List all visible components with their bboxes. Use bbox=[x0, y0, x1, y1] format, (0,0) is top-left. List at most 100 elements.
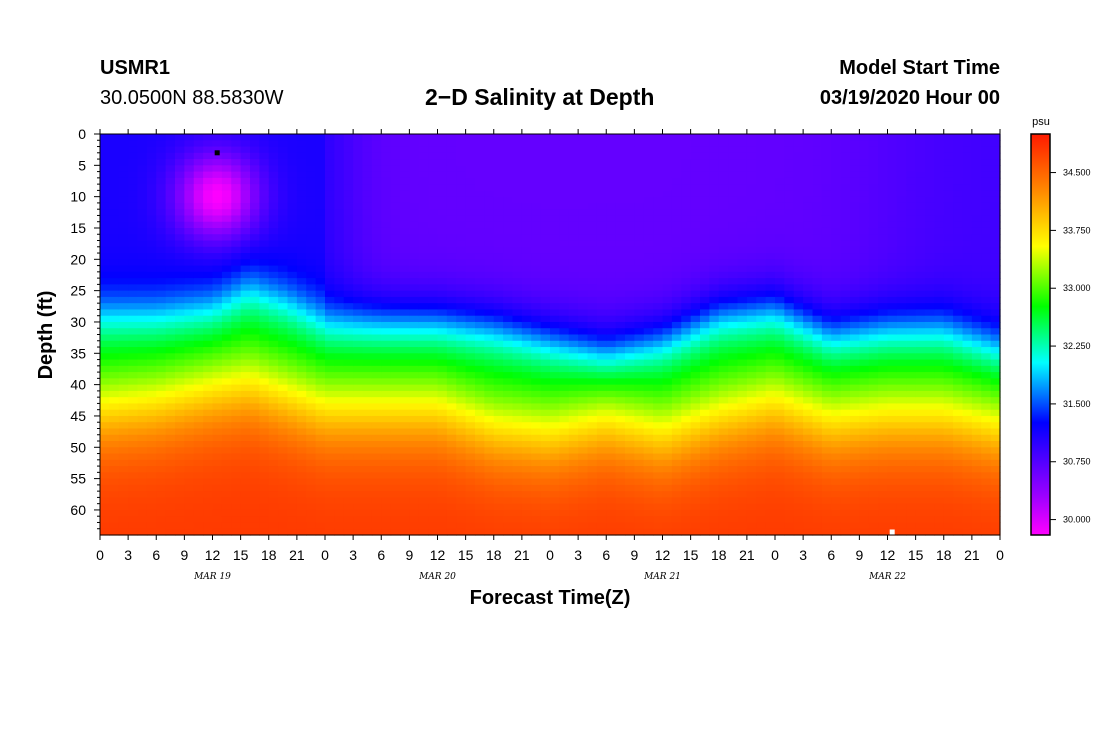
heatmap-cell bbox=[634, 215, 645, 223]
heatmap-cell bbox=[325, 441, 335, 448]
heatmap-cell bbox=[175, 453, 185, 461]
heatmap-cell bbox=[278, 397, 289, 405]
heatmap-cell bbox=[446, 509, 457, 517]
heatmap-cell bbox=[737, 334, 748, 342]
heatmap-cell bbox=[409, 484, 420, 492]
heatmap-cell bbox=[643, 390, 654, 398]
heatmap-cell bbox=[353, 134, 364, 141]
heatmap-cell bbox=[812, 240, 823, 248]
heatmap-cell bbox=[690, 184, 701, 191]
heatmap-cell bbox=[662, 428, 673, 436]
heatmap-cell bbox=[559, 309, 570, 317]
heatmap-cell bbox=[587, 290, 598, 298]
heatmap-cell bbox=[203, 447, 214, 455]
heatmap-cell bbox=[390, 428, 401, 436]
heatmap-cell bbox=[268, 246, 279, 254]
heatmap-cell bbox=[756, 491, 767, 499]
heatmap-cell bbox=[596, 340, 607, 348]
heatmap-cell bbox=[812, 509, 823, 517]
heatmap-cell bbox=[765, 409, 776, 417]
heatmap-cell bbox=[615, 303, 626, 311]
heatmap-cell bbox=[578, 190, 589, 198]
heatmap-cell bbox=[690, 491, 701, 499]
heatmap-cell bbox=[446, 190, 457, 198]
heatmap-cell bbox=[803, 284, 814, 292]
heatmap-cell bbox=[203, 290, 214, 298]
heatmap-cell bbox=[465, 372, 476, 379]
heatmap-cell bbox=[456, 441, 467, 448]
heatmap-cell bbox=[165, 472, 176, 480]
heatmap-cell bbox=[559, 184, 570, 191]
heatmap-cell bbox=[400, 196, 410, 204]
heatmap-cell bbox=[353, 140, 364, 148]
heatmap-cell bbox=[793, 309, 804, 317]
heatmap-cell bbox=[343, 309, 354, 317]
heatmap-cell bbox=[400, 491, 410, 499]
heatmap-cell bbox=[456, 227, 467, 235]
heatmap-cell bbox=[531, 303, 542, 311]
heatmap-cell bbox=[531, 491, 542, 499]
heatmap-cell bbox=[343, 509, 354, 517]
heatmap-cell bbox=[418, 253, 429, 260]
heatmap-cell bbox=[362, 309, 373, 317]
heatmap-cell bbox=[409, 472, 420, 480]
heatmap-cell bbox=[212, 334, 223, 342]
heatmap-cell bbox=[512, 347, 523, 354]
heatmap-cell bbox=[728, 340, 739, 348]
heatmap-cell bbox=[765, 447, 776, 455]
heatmap-cell bbox=[625, 347, 635, 354]
heatmap-cell bbox=[540, 196, 551, 204]
heatmap-cell bbox=[700, 397, 710, 405]
heatmap-cell bbox=[521, 246, 532, 254]
heatmap-cell bbox=[203, 484, 214, 492]
heatmap-cell bbox=[390, 334, 401, 342]
heatmap-cell bbox=[325, 234, 335, 242]
heatmap-cell bbox=[812, 340, 823, 348]
heatmap-cell bbox=[681, 409, 692, 417]
heatmap-cell bbox=[521, 253, 532, 260]
heatmap-cell bbox=[821, 284, 832, 292]
heatmap-cell bbox=[418, 484, 429, 492]
heatmap-cell bbox=[278, 315, 289, 323]
heatmap-cell bbox=[156, 296, 167, 304]
heatmap-cell bbox=[606, 234, 617, 242]
heatmap-cell bbox=[484, 497, 495, 505]
heatmap-cell bbox=[596, 315, 607, 323]
heatmap-cell bbox=[334, 372, 345, 379]
heatmap-cell bbox=[531, 328, 542, 336]
heatmap-cell bbox=[550, 528, 560, 536]
heatmap-cell bbox=[662, 522, 673, 530]
heatmap-cell bbox=[428, 271, 439, 279]
heatmap-cell bbox=[278, 265, 289, 273]
heatmap-cell bbox=[475, 196, 485, 204]
heatmap-cell bbox=[118, 271, 129, 279]
heatmap-cell bbox=[240, 466, 251, 473]
heatmap-cell bbox=[653, 472, 664, 480]
heatmap-cell bbox=[156, 528, 167, 536]
heatmap-cell bbox=[165, 441, 176, 448]
heatmap-cell bbox=[475, 497, 485, 505]
heatmap-cell bbox=[728, 253, 739, 260]
heatmap-cell bbox=[325, 196, 335, 204]
heatmap-cell bbox=[390, 372, 401, 379]
heatmap-cell bbox=[681, 491, 692, 499]
heatmap-cell bbox=[531, 509, 542, 517]
heatmap-cell bbox=[418, 403, 429, 411]
heatmap-cell bbox=[315, 184, 326, 191]
heatmap-cell bbox=[718, 397, 729, 405]
heatmap-cell bbox=[765, 459, 776, 467]
heatmap-cell bbox=[203, 453, 214, 461]
heatmap-cell bbox=[156, 403, 167, 411]
heatmap-cell bbox=[653, 202, 664, 210]
heatmap-cell bbox=[165, 397, 176, 405]
heatmap-cell bbox=[371, 134, 382, 141]
heatmap-cell bbox=[803, 340, 814, 348]
heatmap-cell bbox=[503, 491, 514, 499]
heatmap-cell bbox=[165, 353, 176, 361]
heatmap-cell bbox=[728, 478, 739, 486]
heatmap-cell bbox=[325, 315, 335, 323]
heatmap-cell bbox=[296, 453, 307, 461]
heatmap-cell bbox=[540, 516, 551, 524]
heatmap-cell bbox=[690, 340, 701, 348]
heatmap-cell bbox=[428, 278, 439, 285]
